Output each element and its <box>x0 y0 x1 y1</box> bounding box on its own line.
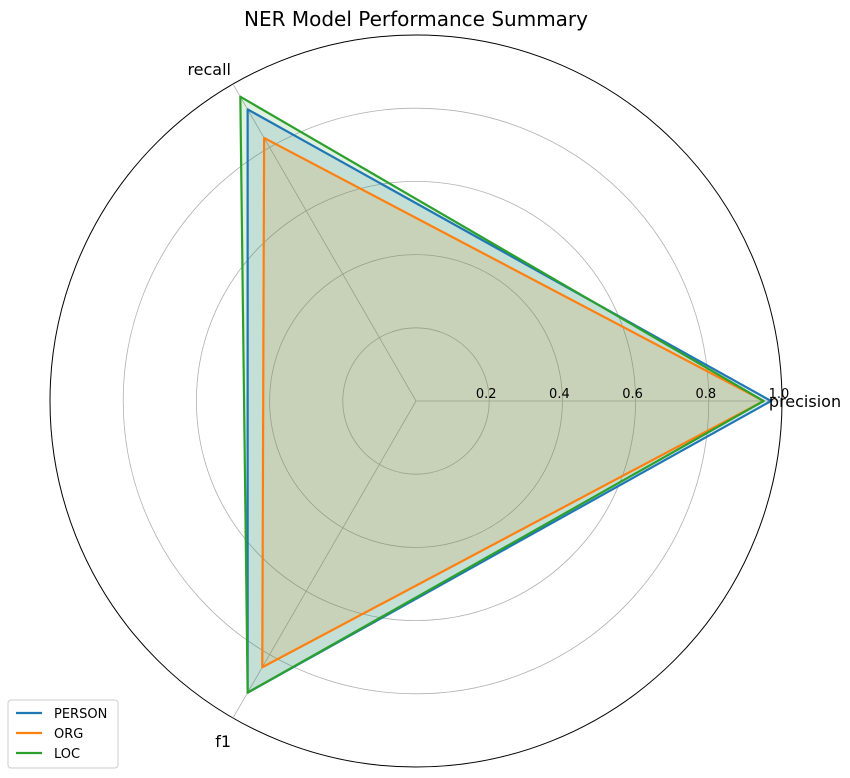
series-fill-org <box>262 137 764 668</box>
legend-label-person: PERSON <box>54 707 107 722</box>
series-line-loc <box>239 95 765 694</box>
legend-label-org: ORG <box>54 727 83 742</box>
spoke-f1 <box>232 400 417 719</box>
axis-label-precision: precision <box>769 392 841 411</box>
series-fill-person <box>247 109 772 693</box>
chart-title: NER Model Performance Summary <box>244 7 588 31</box>
series-line-person <box>246 108 773 694</box>
grid <box>49 34 783 768</box>
series-fill-loc <box>240 96 764 693</box>
legend: PERSON ORG LOC <box>7 699 119 769</box>
rtick-label: 0.4 <box>549 387 570 402</box>
radial-ticks: 0.2 0.4 0.6 0.8 1.0 <box>476 387 789 402</box>
axis-label-f1: f1 <box>215 732 231 751</box>
rtick-label: 0.2 <box>476 387 497 402</box>
series-line-org <box>261 136 765 669</box>
spoke-recall <box>232 83 417 402</box>
legend-frame <box>7 699 119 769</box>
axis-label-recall: recall <box>187 60 231 79</box>
rtick-label: 1.0 <box>769 387 790 402</box>
rtick-label: 0.8 <box>695 387 716 402</box>
legend-label-loc: LOC <box>54 747 80 762</box>
rtick-label: 0.6 <box>622 387 643 402</box>
axis-labels: precision recall f1 <box>187 60 841 751</box>
series-layer <box>239 95 773 694</box>
